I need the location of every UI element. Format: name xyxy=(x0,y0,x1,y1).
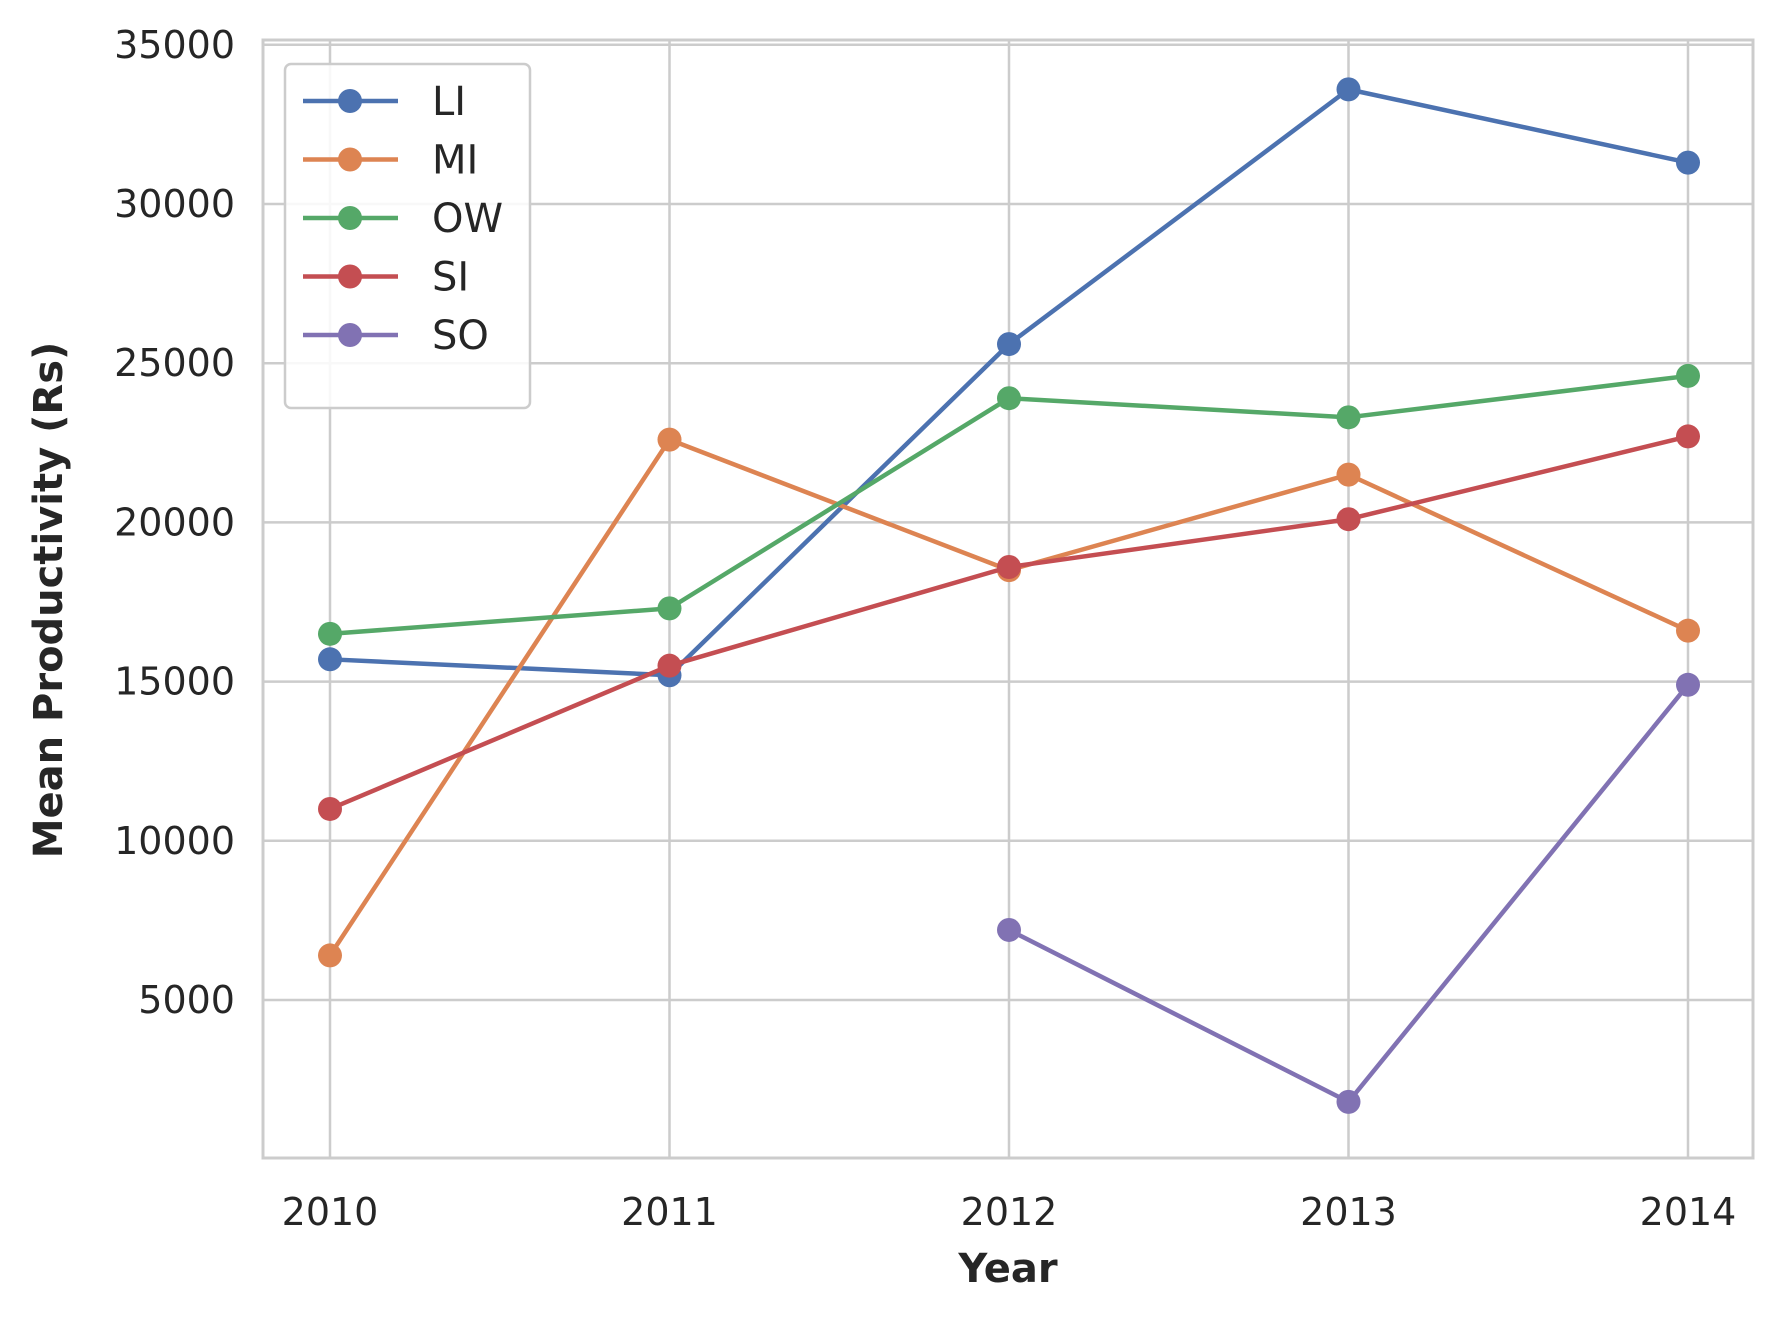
y-tick-label: 35000 xyxy=(114,23,235,67)
y-tick-label: 30000 xyxy=(114,182,235,226)
series-lines xyxy=(318,77,1700,1114)
data-point-so xyxy=(997,917,1021,942)
legend-marker-so xyxy=(338,323,362,347)
y-tick-label: 5000 xyxy=(138,978,235,1022)
series-so xyxy=(997,672,1700,1114)
legend-marker-ow xyxy=(338,206,362,230)
data-point-ow xyxy=(318,621,342,646)
data-point-li xyxy=(318,647,342,672)
data-point-ow xyxy=(657,596,682,621)
series-ow xyxy=(318,363,1700,646)
data-point-mi xyxy=(1676,618,1700,643)
data-point-si xyxy=(318,796,342,821)
data-point-si xyxy=(657,653,682,678)
data-point-si xyxy=(1336,507,1361,532)
y-tick-label: 25000 xyxy=(114,341,235,385)
x-tick-label: 2012 xyxy=(961,1190,1058,1234)
legend-label: LI xyxy=(432,79,466,125)
data-point-so xyxy=(1676,672,1700,697)
x-axis-title: Year xyxy=(957,1246,1057,1292)
data-point-ow xyxy=(1336,405,1361,430)
x-tick-label: 2010 xyxy=(282,1190,379,1234)
legend-item-ow: OW xyxy=(303,196,503,242)
data-point-li xyxy=(997,332,1021,357)
legend-marker-li xyxy=(338,89,362,113)
y-tick-label: 15000 xyxy=(114,660,235,704)
x-tick-labels: 2010 2011 2012 2013 2014 xyxy=(282,1190,1737,1234)
legend-label: MI xyxy=(432,138,478,184)
data-point-ow xyxy=(997,386,1021,411)
legend-marker-mi xyxy=(338,147,362,172)
legend-item-mi: MI xyxy=(303,138,478,184)
data-point-si xyxy=(1676,424,1700,449)
legend-marker-si xyxy=(338,264,362,289)
legend-item-si: SI xyxy=(303,255,469,301)
data-point-mi xyxy=(318,943,342,968)
plot-frame xyxy=(261,38,1755,1160)
data-point-ow xyxy=(1676,363,1700,388)
legend-label: SO xyxy=(432,313,489,359)
legend: LI MI OW SI SO xyxy=(283,62,532,410)
data-point-mi xyxy=(1336,462,1361,487)
data-point-li xyxy=(1676,150,1700,175)
legend-item-li: LI xyxy=(303,79,466,125)
x-tick-label: 2011 xyxy=(621,1190,718,1234)
data-point-mi xyxy=(657,427,682,452)
series-si xyxy=(318,424,1700,821)
x-tick-label: 2014 xyxy=(1640,1190,1737,1234)
legend-label: SI xyxy=(432,255,469,301)
y-axis-title: Mean Productivity (Rs) xyxy=(26,342,72,859)
y-tick-labels: 5000 10000 15000 20000 25000 30000 35000 xyxy=(114,23,235,1022)
legend-label: OW xyxy=(432,196,503,242)
data-point-si xyxy=(997,554,1021,579)
x-tick-label: 2013 xyxy=(1300,1190,1397,1234)
y-tick-label: 10000 xyxy=(114,819,235,863)
data-point-li xyxy=(1336,77,1361,102)
y-tick-label: 20000 xyxy=(114,500,235,544)
legend-item-so: SO xyxy=(303,313,489,359)
data-point-so xyxy=(1336,1089,1361,1114)
